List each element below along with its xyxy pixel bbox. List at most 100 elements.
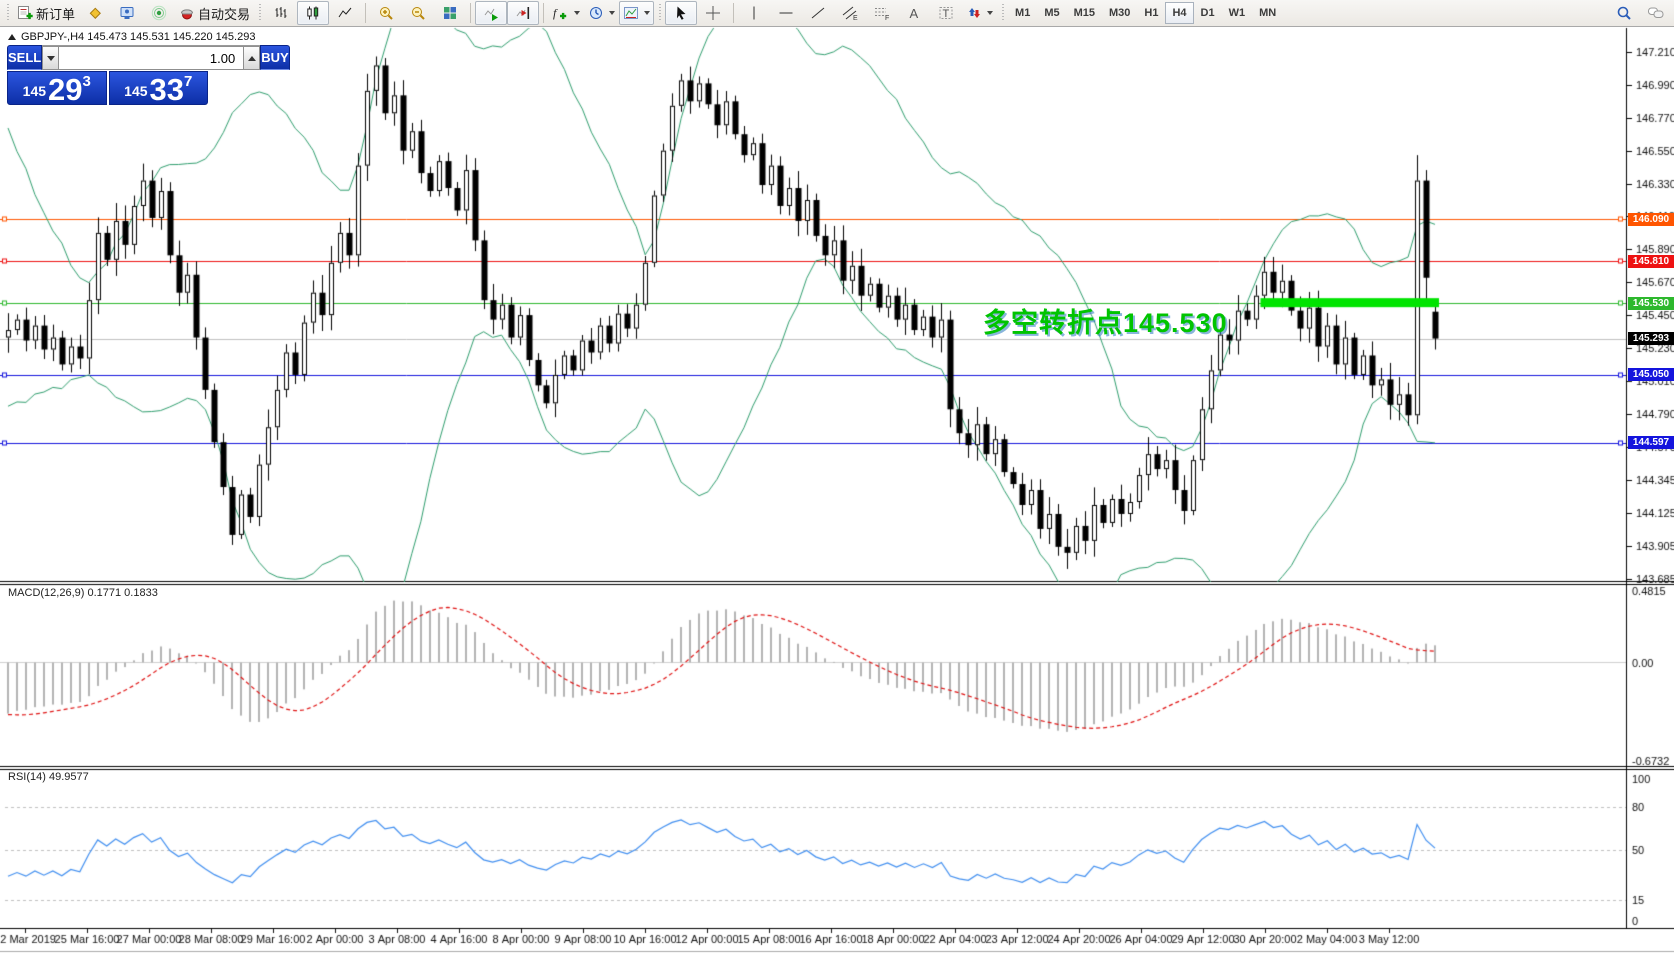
cursor-icon (673, 5, 689, 21)
buy-button[interactable]: BUY (260, 45, 290, 70)
new-order-icon (17, 5, 33, 21)
one-click-trading-panel: SELL BUY 145 29 3 145 33 7 (7, 45, 290, 107)
templates-button[interactable] (619, 1, 655, 25)
macd-indicator-label: MACD(12,26,9) 0.1771 0.1833 (8, 587, 158, 599)
signals-button[interactable] (143, 1, 175, 25)
chart-shift-button[interactable] (507, 1, 540, 25)
sell-price-pips: 29 (48, 71, 83, 107)
tile-windows-icon (442, 5, 458, 21)
horizontal-line-tool-button[interactable] (770, 1, 802, 25)
equidistant-channel-icon: E (842, 5, 859, 21)
price-badge: 145.293 (1628, 332, 1674, 345)
decrease-arrow-icon (46, 55, 55, 61)
timeframe-h1[interactable]: H1 (1144, 7, 1159, 19)
toolbar-grip (1000, 4, 1006, 22)
vertical-line-tool-button[interactable] (738, 1, 770, 25)
toolbar-separator (733, 3, 735, 23)
metaeditor-button[interactable] (79, 1, 111, 25)
svg-text:A: A (910, 6, 919, 21)
periods-icon (588, 5, 604, 21)
toolbar-separator (365, 3, 367, 23)
new-order-button[interactable]: 新订单 (13, 1, 79, 25)
timeframe-w1[interactable]: W1 (1228, 7, 1246, 19)
timeframe-m1[interactable]: M1 (1015, 7, 1031, 19)
crosshair-tool-button[interactable] (697, 1, 729, 25)
chat-button[interactable] (1640, 1, 1672, 25)
svg-text:T: T (943, 8, 950, 20)
volume-decrease-button[interactable] (42, 46, 60, 70)
trendline-tool-button[interactable] (802, 1, 834, 25)
text-label-icon: T (938, 5, 954, 21)
zoom-out-button[interactable] (402, 1, 434, 25)
chart-annotation-text[interactable]: 多空转折点145.530 (983, 308, 1228, 338)
sell-price-base: 145 (22, 83, 47, 99)
bar-chart-icon (273, 5, 289, 21)
line-chart-icon (337, 5, 353, 21)
timeframe-mn[interactable]: MN (1259, 7, 1277, 19)
chat-icon (1647, 5, 1665, 21)
buy-price[interactable]: 145 33 7 (108, 71, 208, 107)
buy-price-base: 145 (124, 83, 148, 99)
candlestick-chart-icon (305, 5, 321, 21)
price-badge: 146.090 (1628, 213, 1674, 226)
sell-price[interactable]: 145 29 3 (7, 71, 107, 105)
line-chart-button[interactable] (329, 1, 361, 25)
price-badge: 145.050 (1628, 368, 1674, 381)
templates-icon (623, 5, 639, 21)
indicators-icon: f (552, 5, 569, 21)
timeframe-h4[interactable]: H4 (1165, 2, 1194, 24)
chart-shift-icon (515, 5, 531, 21)
metaeditor-icon (87, 5, 103, 21)
toolbar-separator (543, 3, 545, 23)
autotrading-button[interactable]: 自动交易 (175, 1, 254, 25)
search-button[interactable] (1608, 1, 1640, 25)
bar-chart-button[interactable] (265, 1, 297, 25)
volume-input[interactable] (59, 46, 244, 70)
buy-price-pips: 33 (149, 71, 184, 107)
search-icon (1616, 5, 1632, 21)
terminal-button[interactable] (111, 1, 143, 25)
toolbar: 新订单 自动交易 (0, 0, 1674, 27)
candlestick-chart-button[interactable] (297, 1, 330, 25)
auto-scroll-button[interactable] (475, 1, 508, 25)
auto-scroll-icon (483, 5, 499, 21)
zoom-out-icon (410, 5, 426, 21)
buy-price-point: 7 (184, 73, 193, 90)
text-tool-button[interactable]: A (898, 1, 930, 25)
autotrading-label: 自动交易 (198, 6, 251, 22)
text-tool-icon: A (906, 5, 922, 21)
timeframe-m5[interactable]: M5 (1044, 7, 1060, 19)
cursor-tool-button[interactable] (665, 1, 698, 25)
text-label-tool-button[interactable]: T (930, 1, 962, 25)
tile-windows-button[interactable] (434, 1, 466, 25)
collapse-triangle-icon[interactable] (8, 34, 16, 40)
timeframe-m30[interactable]: M30 (1109, 7, 1131, 19)
timeframe-d1[interactable]: D1 (1200, 7, 1215, 19)
dropdown-arrow-icon (987, 11, 994, 15)
volume-increase-button[interactable] (243, 46, 261, 70)
crosshair-icon (705, 5, 721, 21)
terminal-icon (119, 5, 135, 21)
svg-text:f: f (553, 6, 558, 20)
svg-text:F: F (885, 15, 889, 21)
autotrading-icon (179, 5, 195, 21)
indicators-button[interactable]: f (548, 1, 584, 25)
increase-arrow-icon (247, 55, 256, 61)
price-badge: 145.810 (1628, 255, 1674, 268)
fibonacci-tool-button[interactable]: F (866, 1, 898, 25)
toolbar-grip (657, 4, 663, 22)
dropdown-arrow-icon (644, 11, 651, 15)
zoom-in-button[interactable] (370, 1, 402, 25)
timeframe-m15[interactable]: M15 (1073, 7, 1095, 19)
zoom-in-icon (378, 5, 394, 21)
symbol-info: GBPJPY-,H4 145.473 145.531 145.220 145.2… (8, 31, 255, 43)
fibonacci-icon: F (874, 5, 891, 21)
channel-tool-button[interactable]: E (834, 1, 866, 25)
sell-button[interactable]: SELL (7, 45, 43, 70)
dropdown-arrow-icon (574, 11, 581, 15)
arrows-tool-button[interactable] (962, 1, 997, 25)
rsi-indicator-label: RSI(14) 49.9577 (8, 771, 89, 783)
periods-button[interactable] (584, 1, 619, 25)
